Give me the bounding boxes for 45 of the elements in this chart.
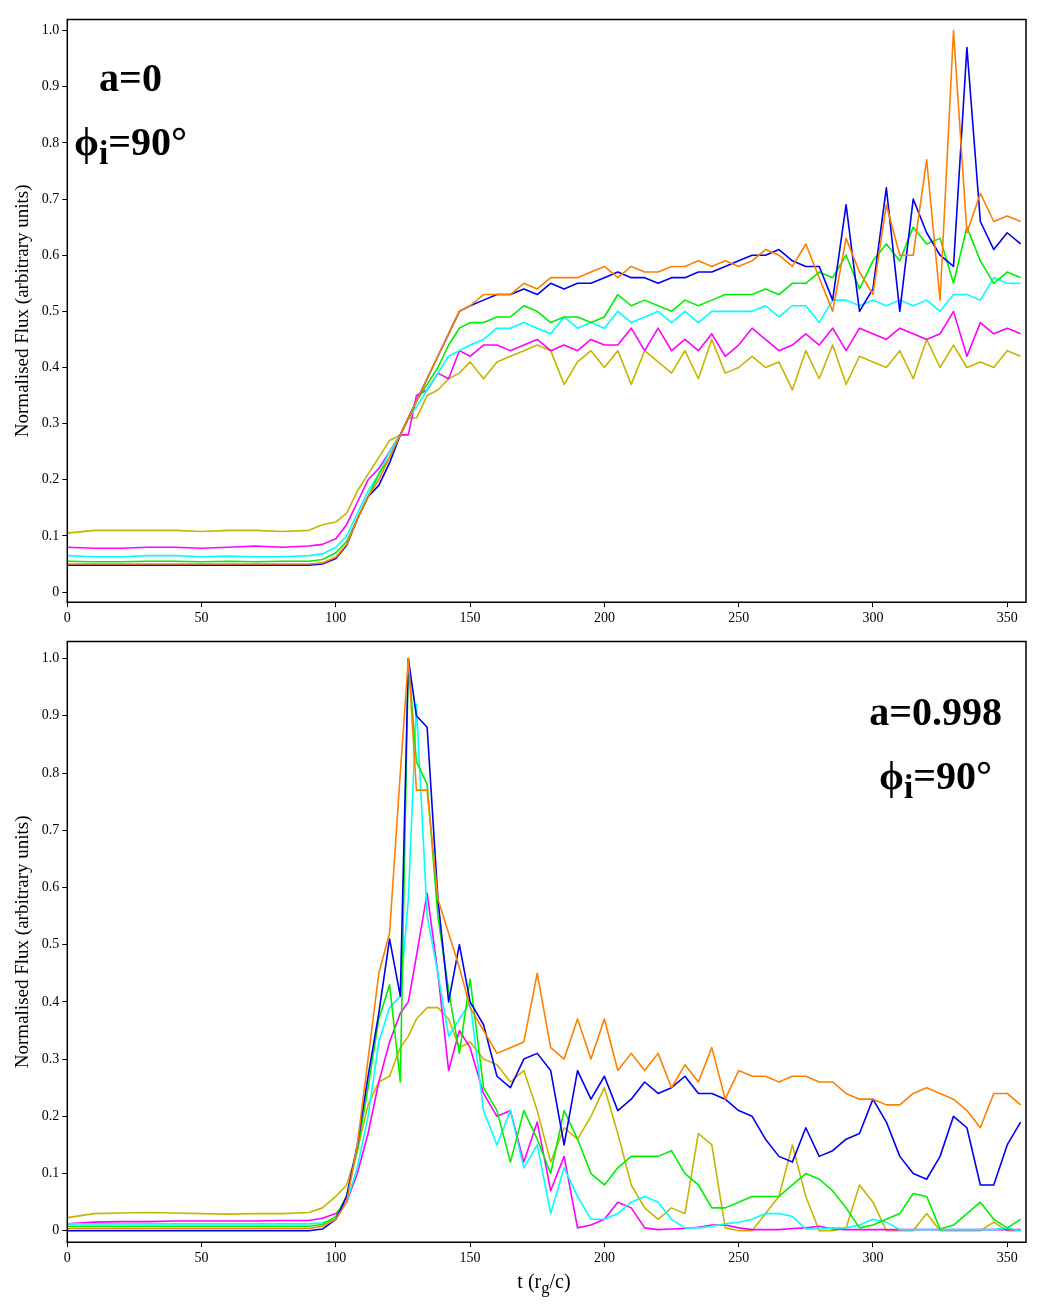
y-tick-label: 0.1 xyxy=(41,527,60,543)
y-tick-label: 0.2 xyxy=(41,471,60,487)
x-tick-label: 250 xyxy=(728,1250,750,1266)
y-tick-label: 1.0 xyxy=(41,650,60,666)
y-tick-label: 0.8 xyxy=(41,764,60,780)
y-axis-title: Normalised Flux (arbitrary units) xyxy=(11,184,34,438)
x-tick-label: 350 xyxy=(996,610,1018,626)
annotation: a=0 xyxy=(98,54,163,102)
y-tick-label: 0.3 xyxy=(41,1050,60,1066)
y-tick-label: 0.6 xyxy=(41,246,60,262)
y-tick-label: 0.8 xyxy=(41,134,60,150)
x-tick-label: 200 xyxy=(593,610,615,626)
x-tick-label: 200 xyxy=(593,1250,615,1266)
y-tick-label: 0.7 xyxy=(41,190,60,206)
y-tick-label: 0 xyxy=(52,1222,60,1238)
y-tick-label: 0.3 xyxy=(41,415,60,431)
annotation: a=0.998 xyxy=(869,688,1002,736)
y-tick-label: 0.4 xyxy=(41,359,60,375)
x-tick-label: 150 xyxy=(459,610,481,626)
x-tick-label: 250 xyxy=(728,610,750,626)
x-tick-label: 150 xyxy=(459,1250,481,1266)
x-tick-label: 350 xyxy=(996,1250,1018,1266)
y-tick-label: 0.5 xyxy=(41,936,60,952)
x-tick-label: 300 xyxy=(862,610,884,626)
x-tick-label: 100 xyxy=(325,610,347,626)
y-tick-label: 0.1 xyxy=(41,1165,60,1181)
y-tick-label: 0.2 xyxy=(41,1107,60,1123)
x-axis-title: t (r$_{g}$/c) xyxy=(516,1270,572,1298)
y-tick-label: 0.5 xyxy=(41,303,60,319)
x-tick-label: 300 xyxy=(862,1250,884,1266)
x-tick-label: 0 xyxy=(63,610,71,626)
x-tick-label: 100 xyxy=(325,1250,347,1266)
y-axis-title: Normalised Flux (arbitrary units) xyxy=(11,815,34,1069)
y-tick-label: 0.7 xyxy=(41,821,60,837)
y-tick-label: 0.6 xyxy=(41,879,60,895)
x-tick-label: 0 xyxy=(63,1250,71,1266)
x-tick-label: 50 xyxy=(194,610,209,626)
y-tick-label: 0.4 xyxy=(41,993,60,1009)
x-tick-label: 50 xyxy=(194,1250,209,1266)
annotation: ϕ$_{i}$=90° xyxy=(878,752,994,807)
y-tick-label: 0.9 xyxy=(41,707,60,723)
y-tick-label: 0 xyxy=(52,583,60,599)
y-tick-label: 1.0 xyxy=(41,22,60,38)
y-tick-label: 0.9 xyxy=(41,78,60,94)
annotation: ϕ$_{i}$=90° xyxy=(74,118,188,173)
